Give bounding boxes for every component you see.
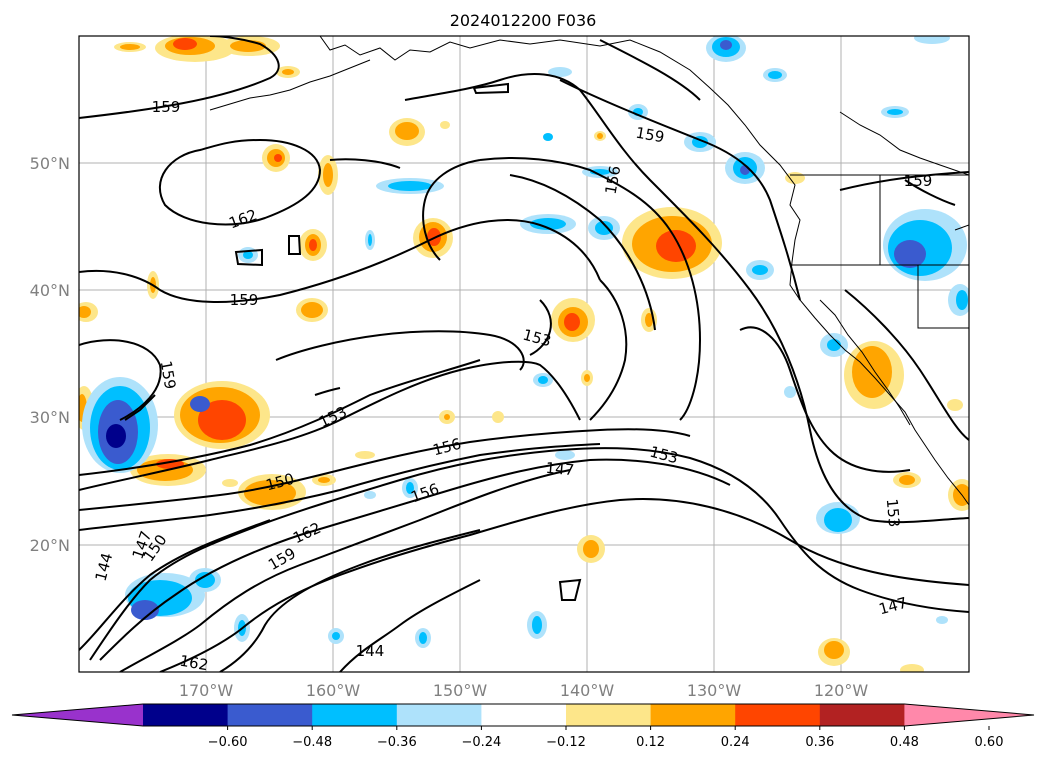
longitude-labels: 170°W 160°W 150°W 140°W 130°W 120°W — [179, 681, 869, 700]
colorbar-tick-label: 0.60 — [975, 735, 1004, 750]
colorbar-segment — [735, 704, 821, 726]
lat-label: 50°N — [30, 154, 70, 173]
colorbar-segment — [143, 704, 229, 726]
contour-label: 159 — [152, 98, 181, 116]
map-panel: 159 162 159 156 159 153 159 153 156 150 … — [78, 35, 970, 675]
colorbar-extend-max — [904, 704, 1034, 726]
lon-label: 150°W — [433, 681, 488, 700]
contour-label: 162 — [178, 652, 209, 675]
height-contours — [79, 36, 969, 672]
colorbar-tick-label: 0.36 — [805, 735, 834, 750]
colorbar: −0.60 −0.48 −0.36 −0.24 −0.12 0.12 0.24 0.36 0.4… — [11, 703, 1035, 750]
lon-label: 160°W — [306, 681, 361, 700]
contour-label: 159 — [634, 124, 665, 147]
colorbar-segment — [396, 704, 482, 726]
colorbar-tick-label: 0.24 — [721, 735, 750, 750]
colorbar-extend-min — [12, 704, 143, 726]
colorbar-tick-label: 0.48 — [890, 735, 919, 750]
colorbar-segment — [312, 704, 398, 726]
latitude-labels: 50°N 40°N 30°N 20°N — [30, 154, 70, 555]
lon-label: 140°W — [560, 681, 615, 700]
contour-label: 159 — [157, 359, 180, 390]
lat-label: 40°N — [30, 281, 70, 300]
colorbar-segment — [481, 704, 567, 726]
coastlines — [209, 36, 969, 506]
lon-label: 170°W — [179, 681, 234, 700]
contour-label: 153 — [883, 498, 903, 528]
map-title: 2024012200 F036 — [450, 11, 597, 30]
contour-label: 144 — [356, 642, 385, 660]
colorbar-tick-label: −0.60 — [208, 735, 248, 750]
colorbar-tick-label: 0.12 — [636, 735, 665, 750]
contour-label: 147 — [545, 459, 575, 479]
contour-label: 156 — [602, 164, 625, 195]
colorbar-tick-label: −0.48 — [292, 735, 332, 750]
colorbar-segment — [227, 704, 313, 726]
contour-label: 159 — [904, 172, 933, 190]
lat-label: 30°N — [30, 408, 70, 427]
colorbar-tick-label: −0.36 — [377, 735, 417, 750]
colorbar-tick-label: −0.24 — [461, 735, 501, 750]
lat-label: 20°N — [30, 536, 70, 555]
colorbar-tick-label: −0.12 — [546, 735, 586, 750]
contour-label: 159 — [230, 291, 259, 309]
lon-label: 130°W — [687, 681, 742, 700]
colorbar-segment — [566, 704, 652, 726]
colorbar-segment — [650, 704, 736, 726]
lon-label: 120°W — [814, 681, 869, 700]
colorbar-outline — [11, 703, 1035, 727]
colorbar-segment — [819, 704, 905, 726]
map-frame — [78, 35, 970, 673]
